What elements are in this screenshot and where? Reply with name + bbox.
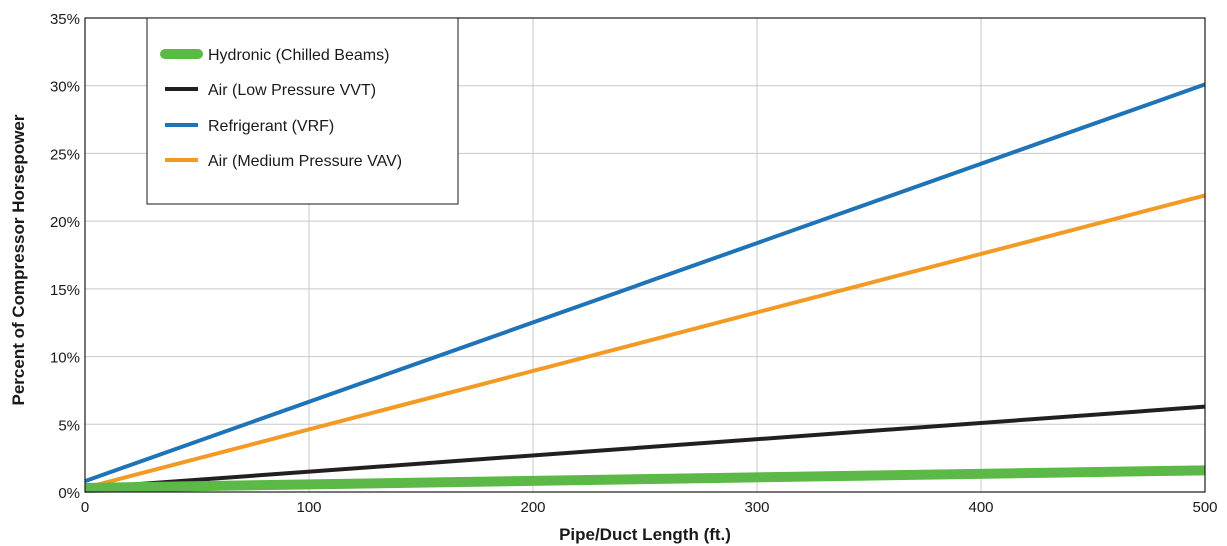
y-tick-label: 35%: [50, 11, 80, 28]
y-axis-ticks: 0% 5% 10% 15% 20% 25% 30% 35%: [50, 11, 80, 502]
y-axis-label: Percent of Compressor Horsepower: [9, 114, 28, 405]
y-tick-label: 30%: [50, 79, 80, 96]
x-tick-label: 500: [1192, 499, 1217, 516]
x-tick-label: 200: [520, 499, 545, 516]
x-tick-label: 300: [744, 499, 769, 516]
series-line: [84, 82, 1206, 484]
x-axis-ticks: 0 100 200 300 400 500: [81, 499, 1218, 516]
x-tick-label: 0: [81, 499, 89, 516]
y-tick-label: 5%: [58, 417, 80, 434]
x-axis-label: Pipe/Duct Length (ft.): [559, 525, 731, 544]
grid-lines: [85, 18, 1205, 492]
legend-box: [146, 17, 459, 205]
legend-label: Air (Medium Pressure VAV): [208, 153, 402, 170]
series-line: [84, 404, 1206, 490]
legend-label: Refrigerant (VRF): [208, 118, 334, 135]
legend-label: Hydronic (Chilled Beams): [208, 47, 389, 64]
y-tick-label: 0%: [58, 485, 80, 502]
y-tick-label: 25%: [50, 146, 80, 163]
x-tick-label: 100: [296, 499, 321, 516]
series-line: [84, 193, 1206, 490]
series-line: [84, 465, 1206, 493]
x-tick-label: 400: [968, 499, 993, 516]
y-tick-label: 15%: [50, 282, 80, 299]
plot-frame: [84, 17, 1206, 493]
legend-label: Air (Low Pressure VVT): [208, 82, 376, 99]
y-tick-label: 20%: [50, 214, 80, 231]
y-tick-label: 10%: [50, 350, 80, 367]
series-lines: [84, 82, 1206, 493]
legend: Hydronic (Chilled Beams) Air (Low Pressur…: [146, 17, 459, 205]
